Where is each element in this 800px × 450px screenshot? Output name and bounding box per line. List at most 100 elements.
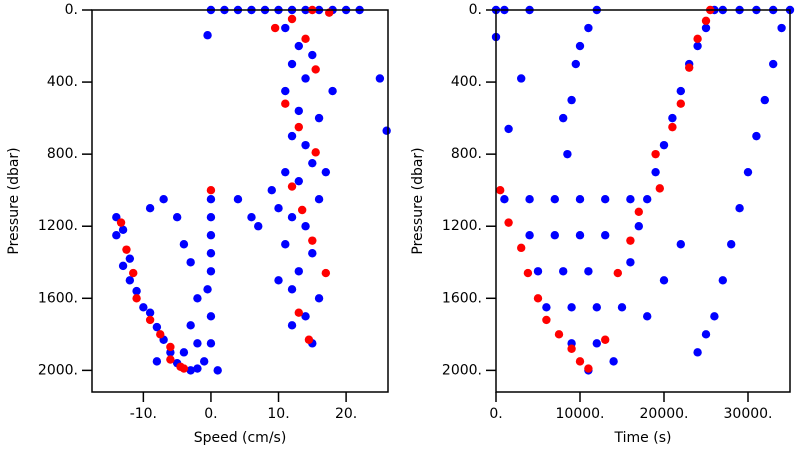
point	[254, 222, 263, 231]
point	[267, 185, 276, 195]
y-tick-label: 1600.	[442, 290, 482, 306]
point	[382, 126, 391, 135]
point	[314, 294, 324, 303]
point	[525, 231, 534, 240]
y-tick-label: 2000.	[442, 362, 482, 378]
x-axis-label: Time (s)	[614, 430, 672, 446]
y-tick-label: 800.	[47, 146, 78, 162]
x-tick-label: 20.	[335, 406, 357, 422]
point	[287, 321, 297, 330]
point	[550, 231, 559, 240]
point	[206, 213, 216, 222]
point	[601, 194, 610, 204]
y-axis-label: Pressure (dbar)	[6, 147, 22, 254]
point	[592, 339, 601, 348]
point	[179, 364, 189, 373]
y-tick-label: 800.	[451, 146, 482, 162]
point	[304, 335, 314, 344]
point	[575, 41, 585, 51]
point	[693, 41, 702, 51]
point	[314, 113, 324, 123]
point	[735, 204, 744, 213]
point	[567, 95, 576, 105]
point	[575, 357, 585, 366]
point	[206, 185, 216, 195]
point	[213, 366, 222, 375]
point	[550, 194, 559, 204]
point	[301, 74, 310, 83]
point	[206, 249, 216, 258]
point	[145, 315, 155, 325]
point	[206, 231, 216, 240]
y-tick-label: 400.	[451, 74, 482, 90]
point	[122, 245, 131, 254]
point	[617, 303, 627, 312]
point	[634, 222, 643, 231]
point	[777, 23, 786, 33]
point	[129, 268, 138, 278]
point	[112, 231, 121, 240]
point	[668, 122, 677, 132]
point	[206, 267, 216, 276]
point	[166, 342, 175, 352]
point	[584, 267, 593, 276]
point	[676, 86, 685, 96]
point	[559, 267, 568, 276]
point	[294, 122, 303, 132]
point	[613, 268, 622, 278]
point	[314, 194, 324, 204]
x-tick-label: 10000.	[556, 406, 605, 422]
point	[145, 308, 155, 317]
point	[301, 222, 310, 231]
x-tick-label: 20000.	[640, 406, 689, 422]
plot-frame	[91, 9, 389, 393]
point	[693, 348, 702, 357]
point	[152, 357, 162, 366]
y-tick-label: 1600.	[38, 290, 78, 306]
panel	[112, 5, 391, 375]
y-tick-label: 2000.	[38, 362, 78, 378]
point	[533, 294, 543, 303]
point	[743, 167, 753, 177]
point	[676, 99, 685, 108]
point	[601, 335, 610, 344]
point	[727, 240, 736, 249]
point	[116, 218, 126, 227]
point	[199, 357, 209, 366]
point	[523, 268, 533, 278]
point	[542, 315, 551, 325]
point	[193, 364, 202, 373]
point	[676, 240, 685, 249]
y-tick-label: 0.	[65, 2, 78, 18]
panel	[491, 5, 795, 375]
point	[172, 213, 182, 222]
x-tick-label: 0.	[489, 406, 502, 422]
point	[693, 34, 702, 44]
point	[575, 194, 585, 204]
point	[179, 240, 189, 249]
point	[584, 23, 593, 33]
point	[769, 59, 778, 69]
point	[281, 240, 290, 249]
point	[328, 86, 337, 96]
point	[659, 140, 669, 150]
point	[294, 106, 303, 116]
point	[186, 366, 195, 375]
point	[563, 149, 572, 159]
point	[701, 16, 711, 26]
point	[651, 149, 660, 159]
y-tick-label: 400.	[47, 74, 78, 90]
point	[760, 95, 769, 105]
point	[701, 23, 711, 33]
point	[287, 14, 297, 24]
y-tick-label: 0.	[469, 2, 482, 18]
point	[132, 286, 141, 296]
point	[156, 330, 165, 339]
point	[118, 225, 128, 235]
point	[542, 303, 551, 312]
x-tick-label: -10.	[130, 406, 157, 422]
point	[626, 258, 635, 267]
point	[281, 167, 290, 177]
point	[139, 303, 148, 312]
